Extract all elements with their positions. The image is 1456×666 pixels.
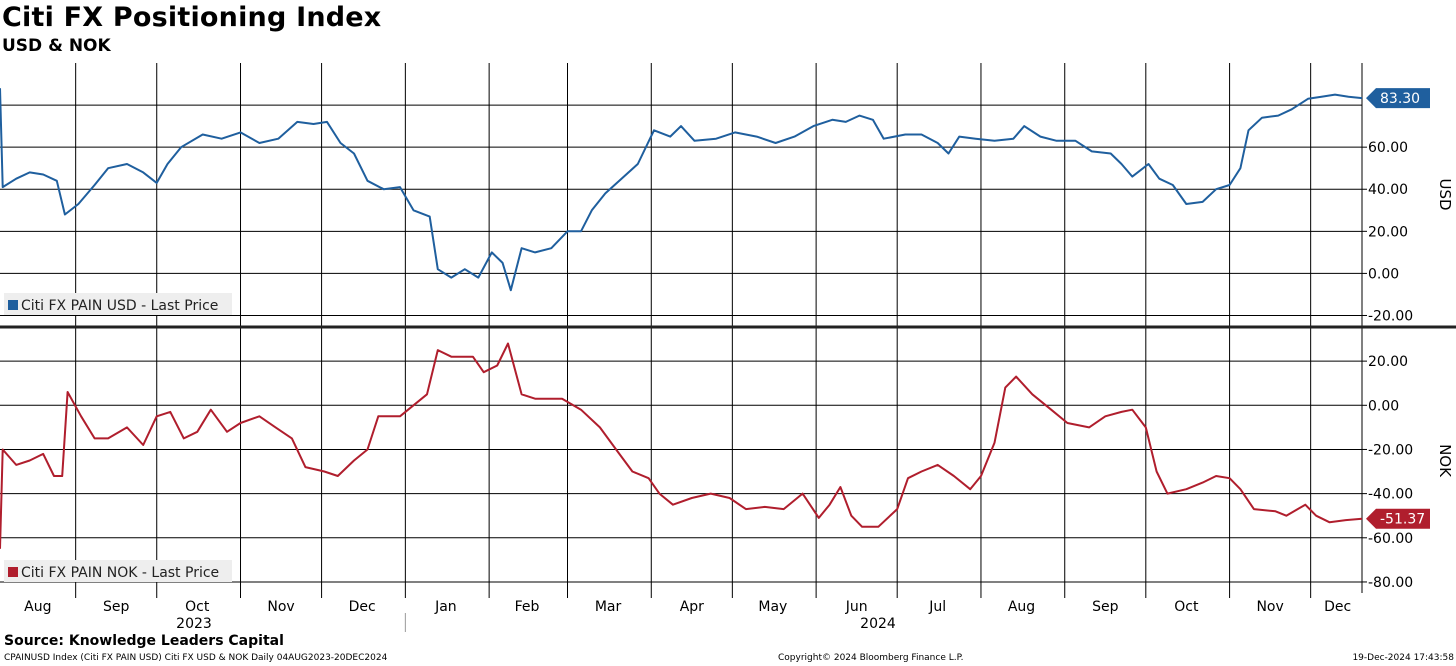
nok-line xyxy=(0,342,1363,549)
y-axis-title: NOK xyxy=(1436,444,1454,478)
y-tick-label: 60.00 xyxy=(1368,140,1408,156)
y-axis-title: USD xyxy=(1436,178,1454,210)
x-tick-label: Feb xyxy=(515,599,540,615)
panel-usd: -20.00 0.00 20.00 40.00 60.00 83.30 USD Citi FX… xyxy=(0,63,1454,326)
source-note: Source: Knowledge Leaders Capital xyxy=(4,633,284,649)
legend-usd-swatch xyxy=(8,300,18,310)
chart-title: Citi FX Positioning Index xyxy=(2,2,382,33)
y-tick-label: 0.00 xyxy=(1368,266,1399,282)
x-tick-label: Dec xyxy=(1324,599,1351,615)
x-tick-label: Nov xyxy=(1256,599,1283,615)
y-tick-label: -60.00 xyxy=(1368,531,1413,547)
y-tick-label: -40.00 xyxy=(1368,487,1413,503)
usd-line xyxy=(0,88,1363,292)
x-tick-label: Jan xyxy=(434,599,457,615)
x-tick-label: Oct xyxy=(1174,599,1199,615)
y-tick-label: 40.00 xyxy=(1368,182,1408,198)
y-tick-label: -20.00 xyxy=(1368,308,1413,324)
x-tick-label: Aug xyxy=(1008,599,1035,615)
x-tick-label: Apr xyxy=(680,599,704,615)
x-year-label: 2023 xyxy=(176,616,212,632)
panel-nok: -80.00 -60.00 -40.00 -20.00 0.00 20.00 -51.37 N… xyxy=(0,328,1454,593)
last-value-badge xyxy=(1366,88,1430,109)
x-tick-label: May xyxy=(758,599,787,615)
footer-timestamp: 19-Dec-2024 17:43:58 xyxy=(1352,653,1454,663)
legend-nok-bg xyxy=(4,560,232,582)
x-tick-label: Sep xyxy=(1092,599,1119,615)
y-tick-label: 0.00 xyxy=(1368,398,1399,414)
y-tick-label: 20.00 xyxy=(1368,224,1408,240)
y-tick-label: -80.00 xyxy=(1368,575,1413,591)
x-tick-label: Nov xyxy=(267,599,294,615)
legend-usd-label: Citi FX PAIN USD - Last Price xyxy=(21,298,218,314)
x-tick-label: Jul xyxy=(928,599,946,615)
x-tick-label: Mar xyxy=(595,599,622,615)
last-value-badge xyxy=(1366,508,1430,529)
legend-nok-swatch xyxy=(8,567,18,577)
footer-index-info: CPAINUSD Index (Citi FX PAIN USD) Citi F… xyxy=(4,653,388,663)
panel-separator xyxy=(0,325,1456,329)
last-value-label: -51.37 xyxy=(1380,512,1425,528)
last-value-label: 83.30 xyxy=(1380,91,1420,107)
x-axis: Aug Sep Oct Nov Dec Jan Feb Mar Apr May Jun Jul Aug S… xyxy=(24,593,1351,632)
y-tick-label: 20.00 xyxy=(1368,354,1408,370)
x-tick-label: Jun xyxy=(845,599,868,615)
footer-copyright: Copyright© 2024 Bloomberg Finance L.P. xyxy=(778,653,964,663)
x-tick-label: Aug xyxy=(24,599,51,615)
y-tick-label: -20.00 xyxy=(1368,442,1413,458)
x-year-label: 2024 xyxy=(860,616,896,632)
x-tick-label: Sep xyxy=(103,599,130,615)
x-tick-label: Oct xyxy=(185,599,210,615)
legend-nok-label: Citi FX PAIN NOK - Last Price xyxy=(21,565,219,581)
chart-subtitle: USD & NOK xyxy=(2,36,111,56)
legend-usd-bg xyxy=(4,293,232,315)
x-tick-label: Dec xyxy=(349,599,376,615)
